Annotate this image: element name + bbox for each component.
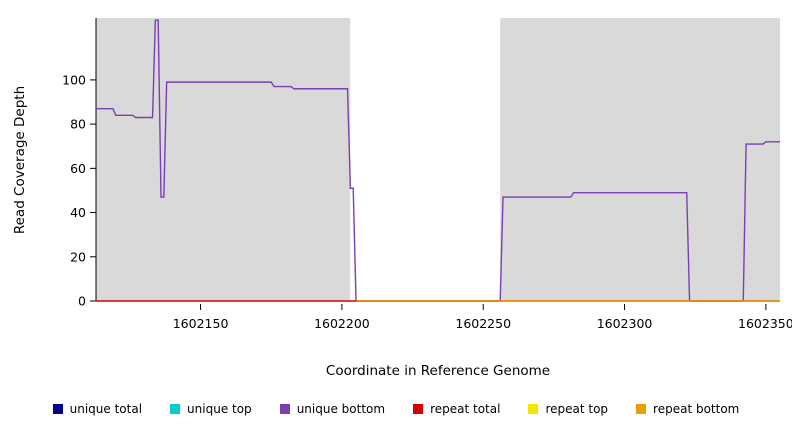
legend-label: unique top: [187, 402, 252, 416]
y-axis-ticks: 0 20 40 60 80 100: [62, 72, 96, 309]
shaded-region-left: [96, 18, 351, 301]
y-tick-label: 80: [70, 117, 86, 132]
legend-swatch-icon: [528, 404, 539, 414]
legend-item-repeat-total: repeat total: [413, 402, 500, 416]
legend-label: unique total: [69, 402, 143, 416]
legend-label: repeat total: [430, 402, 501, 416]
y-axis-title: Read Coverage Depth: [12, 86, 28, 234]
x-axis-ticks: 1602150 1602200 1602250 1602300 1602350: [173, 304, 792, 331]
x-tick-label: 1602300: [597, 316, 653, 331]
legend-item-unique-bottom: unique bottom: [279, 402, 386, 416]
y-tick-label: 0: [78, 294, 86, 309]
legend-item-repeat-bottom: repeat bottom: [636, 402, 739, 416]
legend-swatch-icon: [52, 404, 63, 414]
legend-swatch-icon: [413, 404, 424, 414]
x-tick-label: 1602200: [314, 316, 370, 331]
x-tick-label: 1602150: [173, 316, 229, 331]
legend-label: repeat bottom: [653, 402, 740, 416]
x-tick-label: 1602250: [455, 316, 511, 331]
legend-item-repeat-top: repeat top: [528, 402, 608, 416]
legend-item-unique-total: unique total: [52, 402, 143, 416]
y-tick-label: 60: [70, 161, 86, 176]
gap-region: [350, 18, 501, 301]
y-tick-label: 40: [70, 205, 86, 220]
y-tick-label: 100: [62, 72, 86, 87]
legend-swatch-icon: [636, 404, 647, 414]
legend-swatch-icon: [170, 404, 181, 414]
y-tick-label: 20: [70, 249, 86, 264]
series-line-unique-bottom: [96, 19, 780, 302]
shaded-region-right: [500, 18, 780, 301]
series-group: [96, 19, 780, 302]
legend-label: repeat top: [545, 402, 609, 416]
legend-item-unique-top: unique top: [170, 402, 252, 416]
x-axis-title: Coordinate in Reference Genome: [326, 363, 550, 379]
legend-label: unique bottom: [296, 402, 386, 416]
legend-swatch-icon: [279, 404, 290, 414]
x-tick-label: 1602350: [738, 316, 792, 331]
chart-legend: unique total unique top unique bottom repea…: [0, 396, 792, 422]
